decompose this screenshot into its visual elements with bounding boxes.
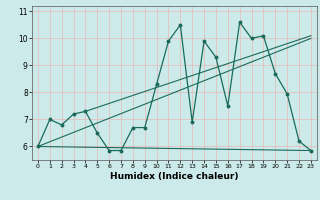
- X-axis label: Humidex (Indice chaleur): Humidex (Indice chaleur): [110, 172, 239, 181]
